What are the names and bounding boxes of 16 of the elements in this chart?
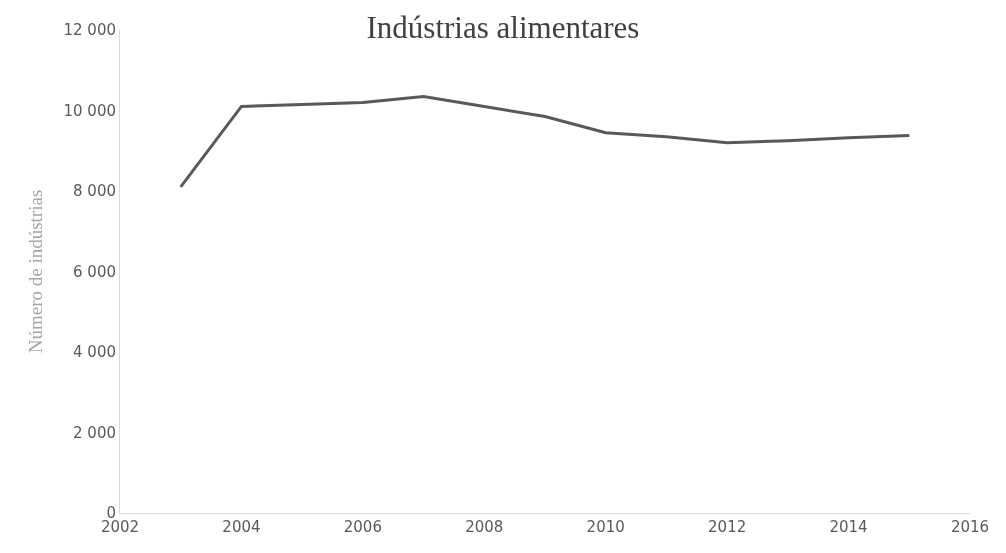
x-tick-label: 2012 <box>708 518 747 536</box>
x-tick-label: 2016 <box>950 518 990 536</box>
y-tick-label: 6 000 <box>73 262 116 281</box>
x-tick-label: 2010 <box>586 518 625 536</box>
x-tick-label: 2008 <box>465 518 504 536</box>
y-tick-label: 12 000 <box>63 21 116 40</box>
y-tick-label: 10 000 <box>63 101 116 120</box>
x-tick-label: 2004 <box>222 518 261 536</box>
line-series <box>179 94 911 189</box>
x-tick-label: 2014 <box>829 518 868 536</box>
y-tick-label: 4 000 <box>73 343 116 362</box>
y-tick-label: 8 000 <box>73 182 116 201</box>
y-axis-title: Número de indústrias <box>25 189 47 354</box>
y-tick-label: 2 000 <box>73 423 116 442</box>
chart-title: Indústrias alimentares <box>366 10 640 46</box>
x-tick-label: 2006 <box>343 518 382 536</box>
